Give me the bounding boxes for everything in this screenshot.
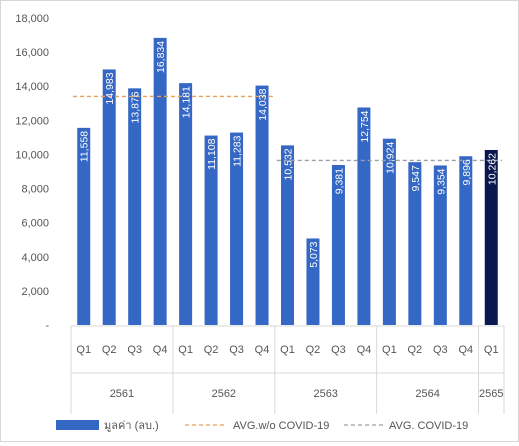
x-tick-label: Q1 [178,344,193,356]
bar-value-label: 10,924 [384,142,396,174]
bar-value-label: 9,381 [333,168,345,194]
bar [153,37,167,325]
x-tick-label: Q2 [204,344,219,356]
y-tick-label: 14,000 [15,81,49,93]
bar-value-label: 14,983 [104,72,116,104]
bar-value-label: 9,354 [435,168,447,194]
bar [179,83,193,326]
bar [255,85,269,325]
group-label: 2563 [313,388,337,400]
group-label: 2561 [110,388,134,400]
y-tick-label: 2,000 [21,286,49,298]
bar [77,127,91,325]
x-tick-label: Q4 [153,344,168,356]
bar [459,156,473,325]
x-tick-label: Q4 [458,344,473,356]
y-tick-label: 12,000 [15,115,49,127]
y-tick-label: 8,000 [21,184,49,196]
x-tick-label: Q3 [331,344,346,356]
bar-value-label: 14,181 [181,86,193,118]
bar [128,88,142,325]
bar-value-label: 14,038 [257,88,269,120]
bar-value-label: 11,558 [79,131,91,162]
bar-value-label: 16,834 [155,41,167,73]
legend-label-avg-without-covid: AVG.w/o COVID-19 [233,420,329,432]
x-tick-label: Q1 [280,344,295,356]
bar [306,238,320,325]
legend-label-bars: มูลค่า (ลบ.) [104,420,159,432]
group-label: 2562 [212,388,236,400]
bar-value-label: 5,073 [308,241,320,267]
group-label: 2565 [479,388,503,400]
bar [484,149,498,325]
y-tick-label: 16,000 [15,47,49,59]
x-tick-label: Q1 [484,344,499,356]
bar-value-label: 10,262 [486,153,498,185]
bar-value-label: 12,754 [359,110,371,142]
x-tick-label: Q4 [255,344,270,356]
bar [281,145,294,325]
y-tick-label: - [45,320,49,332]
x-tick-label: Q3 [433,344,448,356]
bar-value-label: 9,547 [410,165,422,191]
bar-value-label: 13,876 [130,91,142,123]
y-tick-label: 4,000 [21,252,49,264]
bar-value-label: 11,108 [206,138,218,169]
x-tick-label: Q2 [408,344,423,356]
x-tick-label: Q1 [76,344,91,356]
legend-swatch-bars [56,420,99,430]
y-tick-label: 18,000 [15,13,49,25]
bar [433,165,447,325]
x-tick-label: Q2 [102,344,117,356]
bar [408,162,422,325]
group-label: 2564 [415,388,439,400]
y-tick-label: 10,000 [15,149,49,161]
bar [382,138,396,325]
x-tick-label: Q2 [306,344,321,356]
bar-value-label: 10,532 [283,148,295,180]
legend-label-avg-covid: AVG. COVID-19 [389,420,468,432]
bar [204,135,218,325]
bar-value-label: 11,283 [232,135,244,166]
y-tick-label: 6,000 [21,218,49,230]
bar [102,69,116,326]
x-tick-label: Q3 [127,344,142,356]
x-tick-label: Q1 [382,344,397,356]
bar [230,132,244,325]
bar-value-label: 9,896 [461,159,473,185]
bar [357,107,371,325]
x-tick-label: Q3 [229,344,244,356]
bar [331,165,345,325]
x-tick-label: Q4 [357,344,372,356]
